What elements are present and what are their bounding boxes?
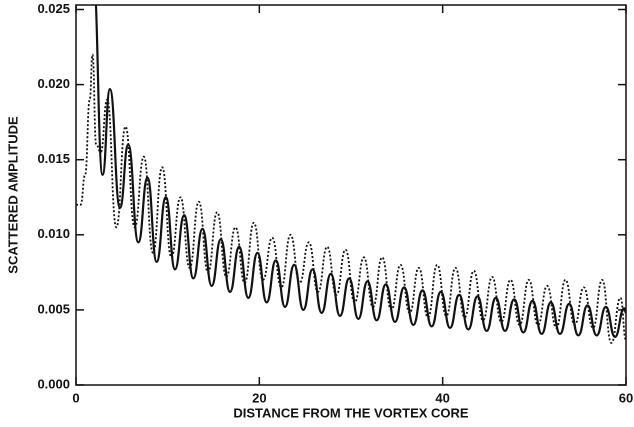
y-tick-label: 0.000 [37,376,70,391]
plot-frame [75,4,627,386]
line-series [94,5,626,339]
y-tick-label: 0.015 [37,151,70,166]
y-tick-label: 0.005 [37,301,70,316]
lines [76,5,626,344]
x-tick-label: 60 [619,390,633,405]
line-series [76,53,626,344]
y-axis-label: SCATTERED AMPLITUDE [5,116,20,274]
x-axis-label: DISTANCE FROM THE VORTEX CORE [233,405,469,420]
y-tick-label: 0.010 [37,226,70,241]
x-tick-label: 20 [252,390,266,405]
x-tick-label: 40 [435,390,449,405]
y-tick-label: 0.025 [37,1,70,16]
x-tick-label: 0 [72,390,79,405]
y-tick-label: 0.020 [37,76,70,91]
